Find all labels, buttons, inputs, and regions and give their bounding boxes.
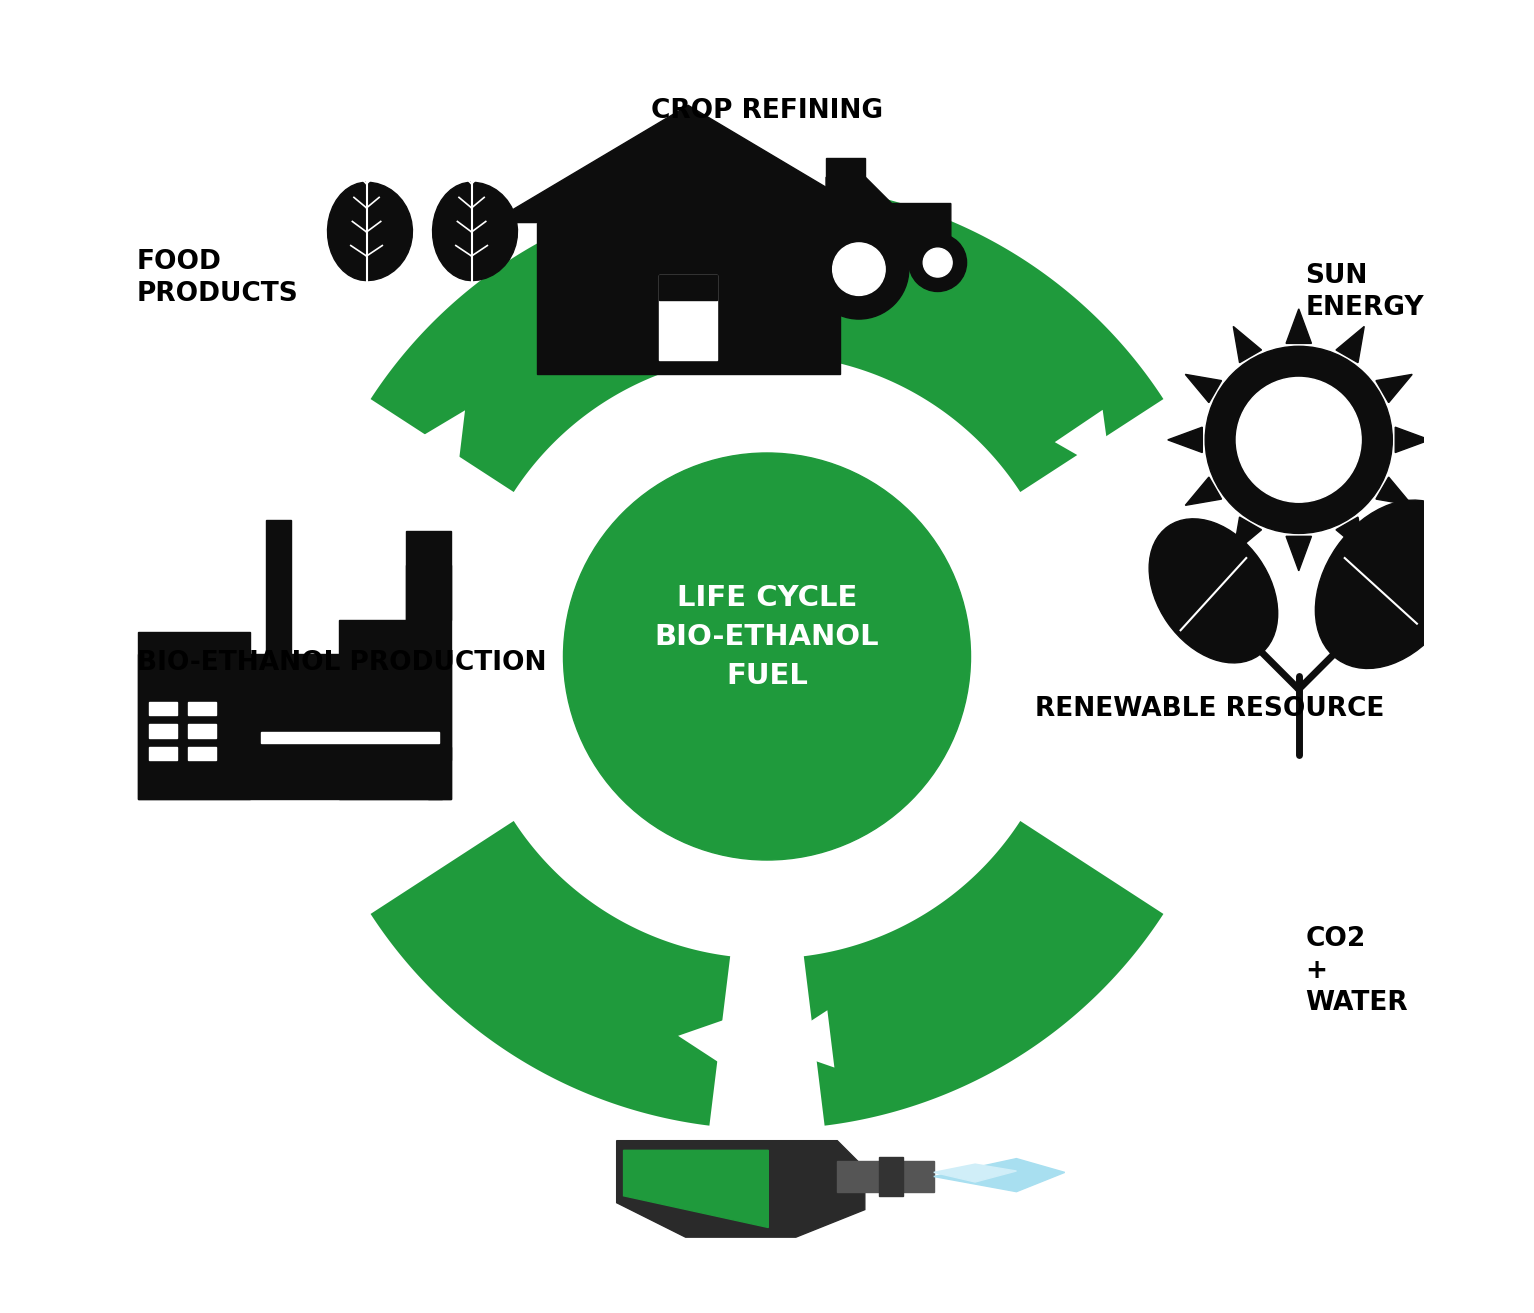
Polygon shape (1285, 536, 1312, 571)
Text: CROP REFINING: CROP REFINING (650, 98, 884, 125)
Polygon shape (371, 821, 730, 1125)
Polygon shape (408, 410, 465, 475)
Polygon shape (371, 188, 730, 492)
Polygon shape (1376, 374, 1413, 403)
Polygon shape (1167, 427, 1203, 453)
Polygon shape (1336, 517, 1364, 553)
Polygon shape (827, 158, 865, 204)
Circle shape (563, 453, 971, 860)
Bar (407, 530, 451, 621)
Ellipse shape (1149, 519, 1278, 663)
Bar (428, 743, 442, 798)
Polygon shape (1285, 309, 1312, 344)
Polygon shape (804, 188, 1163, 492)
Bar (660, 274, 718, 361)
Polygon shape (678, 1015, 739, 1071)
Polygon shape (1336, 327, 1364, 362)
Polygon shape (537, 223, 841, 374)
Bar (660, 274, 718, 299)
Polygon shape (138, 632, 250, 798)
Bar (149, 725, 176, 738)
Bar (189, 725, 216, 738)
Bar (250, 747, 451, 760)
Polygon shape (339, 565, 451, 798)
Polygon shape (1186, 374, 1221, 403)
Polygon shape (1055, 410, 1112, 475)
Circle shape (808, 219, 908, 319)
Text: FOOD
PRODUCTS: FOOD PRODUCTS (137, 249, 299, 307)
Polygon shape (433, 183, 517, 281)
Polygon shape (1396, 427, 1430, 453)
Text: BIO-ETHANOL PRODUCTION: BIO-ETHANOL PRODUCTION (137, 650, 546, 676)
Circle shape (1206, 347, 1393, 533)
Bar (189, 702, 216, 716)
Bar (189, 747, 216, 760)
Bar (879, 1157, 904, 1196)
Text: LIFE CYCLE
BIO-ETHANOL
FUEL: LIFE CYCLE BIO-ETHANOL FUEL (655, 584, 879, 689)
Text: CO2
+
WATER: CO2 + WATER (1305, 926, 1408, 1016)
Bar (149, 702, 176, 716)
Circle shape (1236, 378, 1361, 502)
Polygon shape (934, 1165, 1017, 1182)
Text: RENEWABLE RESOURCE: RENEWABLE RESOURCE (1035, 696, 1384, 722)
Polygon shape (491, 105, 885, 223)
Polygon shape (1376, 477, 1413, 506)
Circle shape (833, 243, 885, 295)
Polygon shape (1233, 327, 1261, 362)
Circle shape (908, 234, 966, 291)
Polygon shape (1186, 477, 1221, 506)
Bar (261, 733, 439, 743)
Polygon shape (623, 1150, 769, 1228)
Circle shape (923, 248, 953, 277)
Polygon shape (773, 1010, 834, 1067)
Polygon shape (617, 1141, 865, 1237)
Polygon shape (934, 1158, 1065, 1192)
Bar (267, 520, 291, 654)
Bar (838, 1161, 934, 1192)
Polygon shape (804, 821, 1163, 1125)
Polygon shape (138, 654, 451, 798)
Polygon shape (327, 183, 413, 281)
Bar (149, 747, 176, 760)
Ellipse shape (1315, 500, 1467, 668)
Polygon shape (1233, 517, 1261, 553)
Polygon shape (827, 177, 951, 263)
Text: SUN
ENERGY: SUN ENERGY (1305, 263, 1424, 320)
